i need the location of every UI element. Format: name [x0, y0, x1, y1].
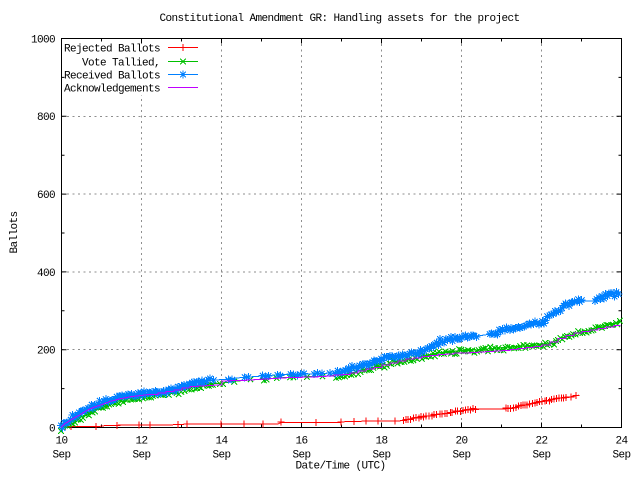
- svg-text:Sep: Sep: [452, 449, 470, 461]
- svg-text:Constitutional Amendment GR: H: Constitutional Amendment GR: Handling as…: [159, 13, 519, 25]
- svg-text:Rejected Ballots: Rejected Ballots: [64, 43, 160, 55]
- svg-text:200: 200: [37, 346, 55, 358]
- svg-text:12: 12: [135, 436, 147, 448]
- svg-text:Sep: Sep: [132, 449, 150, 461]
- svg-text:Vote Tallied,: Vote Tallied,: [82, 57, 160, 69]
- svg-text:Received Ballots: Received Ballots: [64, 70, 160, 82]
- svg-text:16: 16: [295, 436, 307, 448]
- svg-text:Sep: Sep: [212, 449, 230, 461]
- svg-text:Sep: Sep: [612, 449, 630, 461]
- svg-text:Acknowledgements: Acknowledgements: [64, 83, 160, 95]
- svg-text:22: 22: [535, 436, 547, 448]
- svg-text:24: 24: [615, 436, 628, 448]
- svg-text:Sep: Sep: [292, 449, 310, 461]
- svg-text:20: 20: [455, 436, 467, 448]
- svg-text:10: 10: [55, 436, 67, 448]
- svg-text:Sep: Sep: [52, 449, 70, 461]
- svg-text:Sep: Sep: [532, 449, 550, 461]
- svg-text:Ballots: Ballots: [9, 211, 21, 253]
- svg-text:18: 18: [375, 436, 387, 448]
- svg-text:400: 400: [37, 268, 55, 280]
- svg-text:0: 0: [49, 423, 55, 435]
- svg-text:Sep: Sep: [372, 449, 390, 461]
- svg-text:800: 800: [37, 112, 55, 124]
- svg-text:1000: 1000: [31, 34, 55, 46]
- svg-text:14: 14: [215, 436, 228, 448]
- svg-text:Date/Time (UTC): Date/Time (UTC): [295, 460, 385, 472]
- svg-text:600: 600: [37, 190, 55, 202]
